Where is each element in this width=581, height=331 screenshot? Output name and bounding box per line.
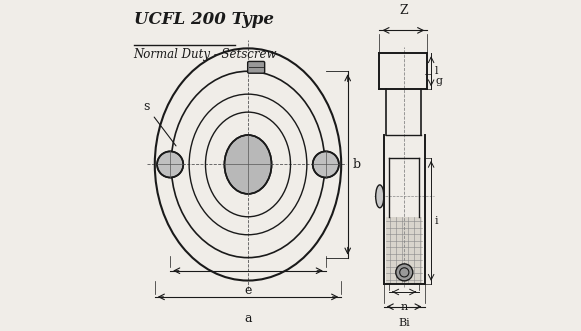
Text: n: n: [400, 302, 408, 312]
Ellipse shape: [396, 264, 413, 281]
Text: e: e: [244, 284, 252, 297]
Text: i: i: [435, 216, 439, 226]
FancyBboxPatch shape: [248, 62, 265, 73]
Text: l: l: [435, 66, 439, 76]
Ellipse shape: [376, 185, 384, 208]
Text: UCFL 200 Type: UCFL 200 Type: [134, 11, 274, 28]
Bar: [386, 217, 422, 284]
Ellipse shape: [313, 151, 339, 177]
Text: Normal Duty - Setscrew: Normal Duty - Setscrew: [134, 48, 277, 61]
Ellipse shape: [157, 151, 183, 177]
Text: Z: Z: [399, 4, 408, 17]
Text: b: b: [352, 158, 360, 171]
Text: g: g: [435, 76, 442, 86]
Text: a: a: [244, 311, 252, 325]
Ellipse shape: [224, 135, 271, 194]
Text: Bi: Bi: [398, 318, 410, 328]
Text: s: s: [144, 101, 176, 146]
